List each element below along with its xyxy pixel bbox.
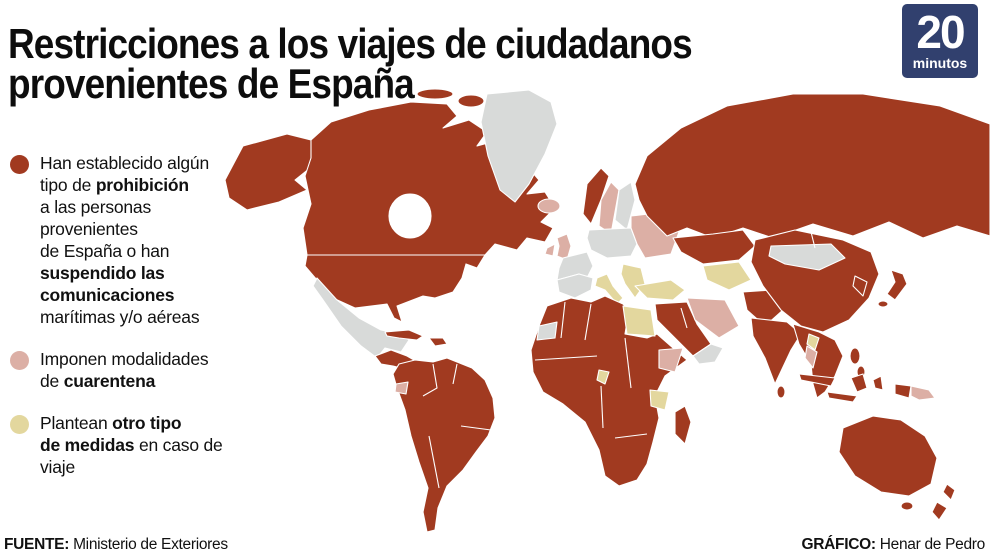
map-region-turkey	[634, 279, 686, 301]
map-region-finland	[614, 181, 636, 231]
map-region-yemen-oman	[692, 343, 724, 365]
map-region-borneo	[850, 373, 868, 393]
map-region-ecuador	[394, 381, 409, 395]
logo-number: 20	[916, 6, 965, 59]
hudson-bay-water	[388, 193, 432, 239]
map-region-madagascar	[674, 405, 692, 445]
map-region-iberia	[556, 273, 594, 299]
map-region-egypt	[622, 305, 656, 337]
map-region-new-zealand-south	[931, 501, 948, 521]
map-region-india	[750, 317, 802, 385]
map-region-arctic-island	[416, 88, 454, 100]
map-region-laos	[806, 333, 820, 351]
world-map-svg	[224, 88, 990, 533]
footer-source: FUENTE: Ministerio de Exteriores	[4, 536, 228, 554]
map-region-sulawesi	[872, 375, 884, 391]
footer-source-label: FUENTE:	[4, 536, 70, 553]
world-map	[195, 88, 990, 546]
quarantine-dot	[10, 351, 29, 370]
footer-credit: GRÁFICO: Henar de Pedro	[801, 536, 986, 554]
footer-credit-text: Henar de Pedro	[875, 536, 986, 553]
map-region-hispaniola	[428, 337, 448, 347]
legend-item: Han establecido algún tipo de prohibición…	[10, 152, 235, 328]
footer-credit-label: GRÁFICO:	[801, 536, 877, 553]
map-region-australia	[838, 415, 938, 497]
footer-source-text: Ministerio de Exteriores	[69, 536, 228, 553]
map-region-iceland	[537, 198, 561, 214]
prohibition-dot	[10, 155, 29, 174]
map-region-arctic-island	[457, 94, 485, 108]
legend-item: Imponen modalidades de cuarentena	[10, 348, 235, 392]
legend: Han establecido algún tipo de prohibición…	[10, 152, 235, 498]
map-region-japan	[886, 269, 908, 301]
map-region-thailand	[804, 345, 818, 369]
other-dot	[10, 415, 29, 434]
map-region-greenland	[480, 89, 558, 203]
legend-item-text: Han establecido algún tipo de prohibición…	[40, 153, 209, 327]
map-region-central-asia	[702, 261, 752, 291]
map-region-west-papua	[894, 383, 912, 399]
map-region-korea	[852, 275, 868, 297]
legend-item-text: Plantean otro tipo de medidas en caso de …	[40, 413, 223, 477]
page-title-line1: Restricciones a los viajes de ciudadanos	[8, 20, 693, 68]
map-region-cameroon	[596, 369, 610, 385]
map-region-western-sahara	[536, 321, 558, 341]
map-region-philippines	[849, 347, 861, 365]
map-region-papua-new-guinea	[910, 385, 936, 401]
map-region-ethiopia	[658, 347, 684, 373]
country-borders	[422, 231, 816, 489]
map-region-kazakhstan	[672, 229, 756, 265]
legend-item: Plantean otro tipo de medidas en caso de …	[10, 412, 235, 478]
map-region-alaska	[224, 133, 316, 211]
map-region-java	[826, 391, 858, 403]
map-region-sri-lanka	[776, 385, 786, 399]
map-region-central-europe	[586, 227, 638, 259]
map-region-south-america	[392, 357, 496, 533]
map-region-japan-south	[877, 300, 889, 308]
map-region-iran	[686, 297, 740, 339]
map-region-mexico	[312, 277, 410, 359]
page-title: Restricciones a los viajes de ciudadanos…	[8, 23, 870, 108]
map-region-sweden	[598, 181, 620, 235]
page-title-line2: provenientes de España	[8, 60, 415, 108]
map-region-tanzania	[649, 389, 670, 411]
map-region-russia	[634, 93, 990, 239]
map-region-cuba	[384, 329, 424, 341]
map-region-sumatra	[798, 373, 836, 387]
map-region-mongolia	[768, 243, 846, 271]
footer: FUENTE: Ministerio de Exteriores GRÁFICO…	[4, 534, 985, 554]
logo-word: minutos	[912, 54, 968, 71]
20minutos-logo: 20 minutos	[902, 4, 978, 78]
legend-item-text: Imponen modalidades de cuarentena	[40, 349, 209, 391]
map-region-italy	[594, 273, 624, 305]
map-region-ireland	[544, 243, 556, 257]
map-region-new-zealand-north	[942, 483, 956, 501]
map-region-southeast-asia	[792, 323, 844, 399]
map-region-tasmania	[900, 501, 914, 511]
